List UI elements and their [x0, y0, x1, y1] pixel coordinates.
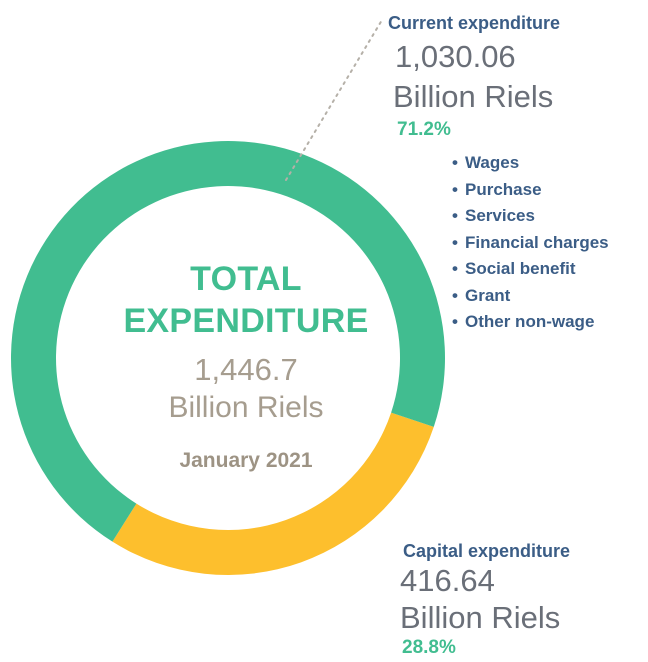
component-item: • Grant	[452, 283, 609, 310]
component-item: • Wages	[452, 150, 609, 177]
center-total-unit: Billion Riels	[168, 391, 324, 424]
current-expenditure-components: • Wages • Purchase • Services • Financial ch…	[452, 150, 609, 336]
bullet-icon: •	[452, 153, 458, 172]
current-expenditure-unit: Billion Riels	[393, 79, 554, 114]
capital-expenditure-value: 416.64	[400, 563, 495, 598]
bullet-icon: •	[452, 206, 458, 225]
bullet-icon: •	[452, 312, 458, 331]
component-item: • Social benefit	[452, 256, 609, 283]
donut-slices	[10, 140, 445, 575]
bullet-icon: •	[452, 285, 458, 305]
center-title-line1: TOTAL	[190, 260, 302, 298]
capital-expenditure-unit: Billion Riels	[400, 600, 561, 635]
bullet-icon: •	[452, 259, 458, 278]
center-period: January 2021	[179, 449, 313, 472]
slice-capital-expenditure	[112, 412, 434, 575]
component-item: • Services	[452, 203, 609, 230]
capital-expenditure-title: Capital expenditure	[403, 541, 571, 561]
bullet-icon: •	[452, 232, 458, 252]
current-leader-line	[285, 19, 383, 181]
component-item: • Financial charges	[452, 230, 609, 257]
center-total-value: 1,446.7	[194, 352, 298, 387]
component-item: • Purchase	[452, 177, 609, 204]
current-expenditure-percent: 71.2%	[397, 119, 451, 140]
component-item: • Other non-wage	[452, 309, 609, 336]
capital-expenditure-percent: 28.8%	[402, 637, 456, 658]
current-expenditure-value: 1,030.06	[395, 39, 516, 74]
center-title-line2: EXPENDITURE	[123, 302, 369, 340]
bullet-icon: •	[452, 179, 458, 199]
current-expenditure-title: Current expenditure	[388, 13, 561, 33]
center-title: TOTAL EXPENDITURE	[78, 258, 414, 342]
